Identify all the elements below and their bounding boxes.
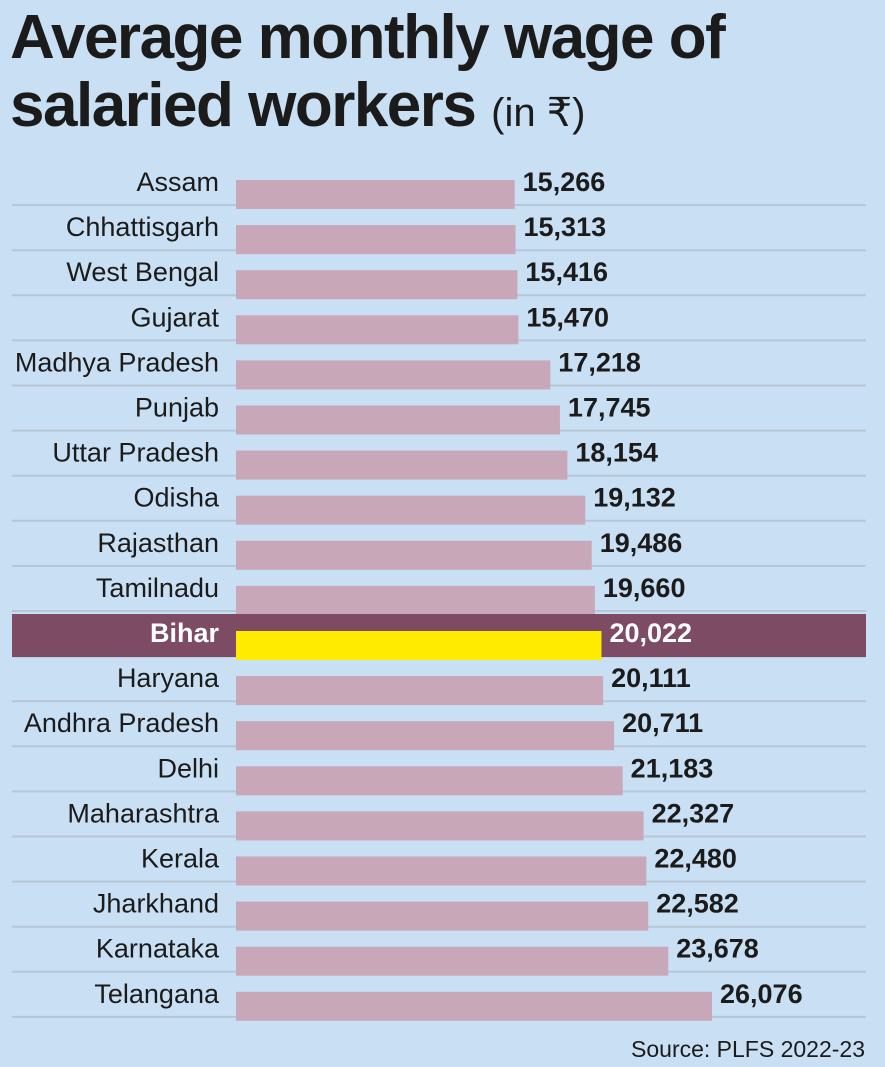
value-label-gujarat: 15,470 [526,302,609,332]
value-label-karnataka: 23,678 [676,934,759,964]
category-label-west-bengal: West Bengal [66,257,219,287]
bar-assam [236,180,515,209]
bar-gujarat [236,315,519,345]
category-label-andhra-pradesh: Andhra Pradesh [24,708,219,738]
bar-madhya-pradesh [236,360,551,390]
value-label-haryana: 20,111 [611,663,691,693]
value-label-telangana: 26,076 [720,979,803,1009]
category-label-madhya-pradesh: Madhya Pradesh [15,347,219,377]
bar-bihar [236,631,602,660]
value-label-jharkhand: 22,582 [656,889,739,919]
bar-delhi [236,766,623,796]
title-line-1: Average monthly wage of [10,3,726,72]
bar-tamilnadu [236,585,595,615]
value-label-west-bengal: 15,416 [525,257,608,287]
category-label-karnataka: Karnataka [96,934,220,964]
category-label-haryana: Haryana [117,663,220,693]
value-label-odisha: 19,132 [593,483,676,513]
category-label-bihar: Bihar [150,618,220,648]
category-label-rajasthan: Rajasthan [97,528,219,558]
value-label-maharashtra: 22,327 [652,798,735,828]
bar-odisha [236,495,586,525]
category-label-gujarat: Gujarat [130,302,219,332]
bar-haryana [236,676,604,706]
bar-andhra-pradesh [236,721,615,751]
value-label-kerala: 22,480 [654,844,737,874]
bar-chhattisgarh [236,225,516,255]
category-label-delhi: Delhi [157,753,219,783]
value-label-delhi: 21,183 [631,753,714,783]
title-line-2-text: salaried workers [10,71,477,140]
bar-telangana [236,991,712,1021]
value-label-tamilnadu: 19,660 [603,573,686,603]
value-label-chhattisgarh: 15,313 [524,212,607,242]
value-label-assam: 15,266 [523,167,606,197]
bar-jharkhand [236,901,649,931]
category-label-maharashtra: Maharashtra [67,798,220,828]
category-label-jharkhand: Jharkhand [93,889,219,919]
value-label-uttar-pradesh: 18,154 [575,438,658,468]
bar-maharashtra [236,811,644,841]
title-line-2: salaried workers (in ₹) [10,72,880,147]
bar-kerala [236,856,647,886]
category-label-chhattisgarh: Chhattisgarh [66,212,219,242]
category-label-assam: Assam [136,167,219,197]
bar-uttar-pradesh [236,450,568,480]
bar-punjab [236,405,560,435]
category-label-uttar-pradesh: Uttar Pradesh [52,438,219,468]
value-label-andhra-pradesh: 20,711 [622,708,703,738]
source-note: Source: PLFS 2022-23 [631,1036,865,1062]
category-label-tamilnadu: Tamilnadu [96,573,219,603]
value-label-bihar: 20,022 [609,618,692,648]
bar-west-bengal [236,270,518,300]
chart-title: Average monthly wage of salaried workers… [10,4,880,147]
category-label-odisha: Odisha [133,483,220,513]
value-label-madhya-pradesh: 17,218 [558,347,641,377]
value-label-punjab: 17,745 [568,393,651,423]
category-label-punjab: Punjab [135,393,219,423]
category-label-kerala: Kerala [141,844,220,874]
title-unit: (in ₹) [491,91,586,135]
value-label-rajasthan: 19,486 [600,528,683,558]
bar-rajasthan [236,540,592,570]
category-label-telangana: Telangana [94,979,220,1009]
bar-karnataka [236,946,669,976]
